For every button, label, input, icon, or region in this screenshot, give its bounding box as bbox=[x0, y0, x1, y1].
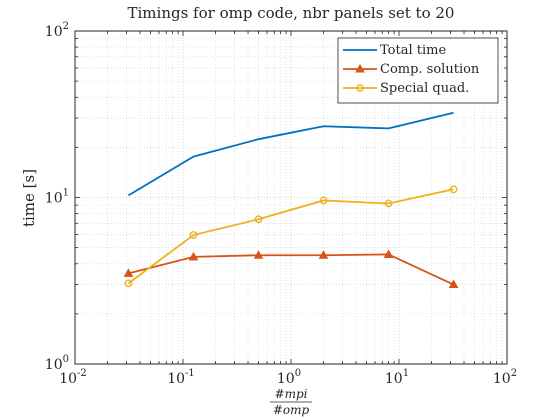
legend-marker bbox=[356, 84, 364, 92]
y-tick-labels: 100 101 102 bbox=[45, 21, 69, 373]
series-comp-solution bbox=[123, 249, 459, 289]
legend-entry: Comp. solution bbox=[343, 62, 480, 77]
tick-marks bbox=[74, 31, 507, 365]
series-layer bbox=[123, 111, 459, 289]
x-axis-label: #mpi #omp bbox=[270, 387, 312, 417]
x-tick-label: 10-2 bbox=[59, 368, 87, 387]
data-point bbox=[189, 231, 198, 239]
data-point bbox=[448, 279, 459, 289]
x-tick-label: 102 bbox=[493, 368, 517, 387]
legend-marker bbox=[355, 63, 365, 73]
data-point bbox=[124, 279, 133, 288]
legend-label: Special quad. bbox=[380, 81, 469, 96]
data-point bbox=[318, 250, 329, 259]
y-tick-label: 100 bbox=[45, 354, 69, 373]
legend-entry: Special quad. bbox=[343, 81, 469, 96]
series-line bbox=[127, 188, 454, 285]
legend-entry: Total time bbox=[343, 43, 446, 58]
series-line bbox=[128, 253, 454, 286]
x-tick-label: 100 bbox=[277, 368, 301, 387]
data-point bbox=[384, 199, 393, 208]
y-axis-label: time [s] bbox=[20, 169, 38, 227]
y-tick-label: 102 bbox=[45, 21, 69, 40]
legend-box bbox=[337, 37, 499, 104]
x-tick-labels: 10-2 10-1 100 101 102 bbox=[59, 368, 517, 387]
legend-label: Comp. solution bbox=[380, 62, 480, 77]
x-axis-label-numerator: #mpi bbox=[275, 387, 308, 401]
data-point bbox=[383, 249, 394, 258]
data-point bbox=[449, 185, 458, 194]
data-point bbox=[123, 268, 134, 277]
series-total-time bbox=[127, 111, 454, 197]
data-point bbox=[319, 196, 328, 205]
data-point bbox=[253, 250, 264, 259]
x-tick-label: 10-1 bbox=[167, 368, 195, 387]
series-line bbox=[127, 111, 454, 197]
data-point bbox=[254, 215, 263, 224]
data-point bbox=[188, 251, 199, 261]
chart-title: Timings for omp code, nbr panels set to … bbox=[128, 4, 455, 22]
legend: Total time Comp. solution Special quad. bbox=[337, 37, 499, 104]
y-tick-label: 101 bbox=[45, 188, 69, 207]
series-special-quad- bbox=[124, 185, 458, 288]
x-axis-label-denominator: #omp bbox=[273, 403, 310, 417]
legend-label: Total time bbox=[380, 43, 446, 58]
x-tick-label: 101 bbox=[385, 368, 409, 387]
